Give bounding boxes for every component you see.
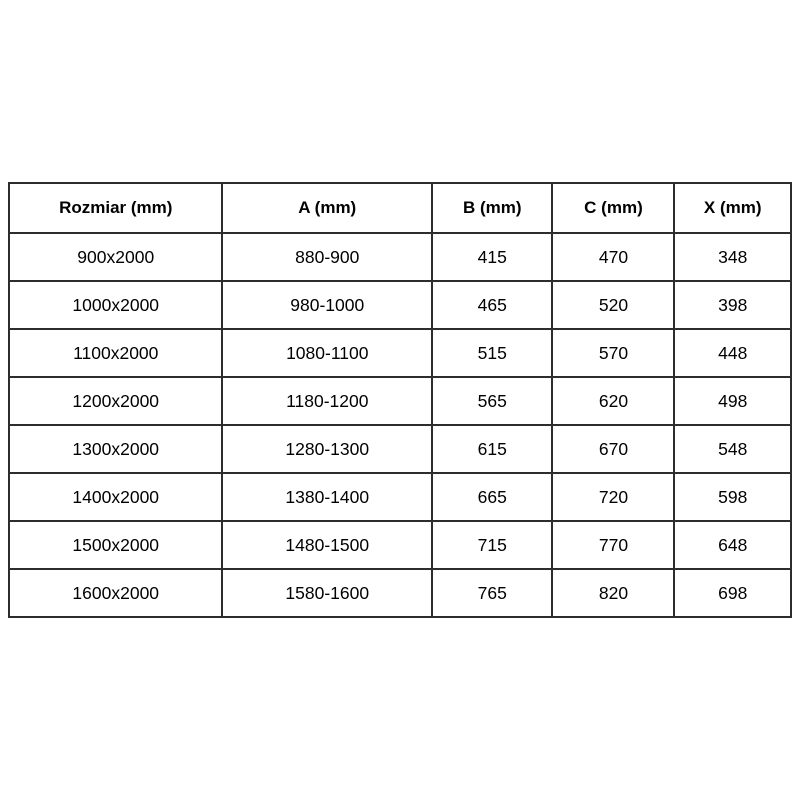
table-cell: 1600x2000 <box>7 568 224 618</box>
table-row: 1300x2000 1280-1300 615 670 548 <box>7 424 792 474</box>
table-row: 1200x2000 1180-1200 565 620 498 <box>7 376 792 426</box>
table-cell: 1480-1500 <box>221 520 434 570</box>
table-cell: 715 <box>431 520 554 570</box>
table-cell: 665 <box>431 472 554 522</box>
table-cell: 820 <box>551 568 676 618</box>
table-cell: 1180-1200 <box>221 376 434 426</box>
table-cell: 1580-1600 <box>221 568 434 618</box>
table-cell: 980-1000 <box>221 280 434 330</box>
table-row: 1600x2000 1580-1600 765 820 698 <box>7 568 792 618</box>
table-cell: 348 <box>673 232 792 282</box>
table-row: 1500x2000 1480-1500 715 770 648 <box>7 520 792 570</box>
size-dimensions-table: Rozmiar (mm) A (mm) B (mm) C (mm) X (mm) 900… <box>7 182 792 618</box>
column-header: A (mm) <box>221 182 434 234</box>
table-cell: 720 <box>551 472 676 522</box>
table-cell: 1400x2000 <box>7 472 224 522</box>
table-cell: 565 <box>431 376 554 426</box>
table-row: 900x2000 880-900 415 470 348 <box>7 232 792 282</box>
table-cell: 598 <box>673 472 792 522</box>
table-cell: 900x2000 <box>7 232 224 282</box>
table-cell: 465 <box>431 280 554 330</box>
table-header-row: Rozmiar (mm) A (mm) B (mm) C (mm) X (mm) <box>7 182 792 234</box>
table-cell: 770 <box>551 520 676 570</box>
column-header: Rozmiar (mm) <box>7 182 224 234</box>
column-header: X (mm) <box>673 182 792 234</box>
table-row: 1400x2000 1380-1400 665 720 598 <box>7 472 792 522</box>
table-cell: 1380-1400 <box>221 472 434 522</box>
column-header: B (mm) <box>431 182 554 234</box>
table-cell: 548 <box>673 424 792 474</box>
table-cell: 520 <box>551 280 676 330</box>
table-row: 1000x2000 980-1000 465 520 398 <box>7 280 792 330</box>
table-row: 1100x2000 1080-1100 515 570 448 <box>7 328 792 378</box>
table-cell: 1300x2000 <box>7 424 224 474</box>
table-body: 900x2000 880-900 415 470 348 1000x2000 980-100… <box>7 232 792 618</box>
column-header: C (mm) <box>551 182 676 234</box>
table-cell: 415 <box>431 232 554 282</box>
table-cell: 670 <box>551 424 676 474</box>
table-cell: 765 <box>431 568 554 618</box>
table-cell: 620 <box>551 376 676 426</box>
table-row: Rozmiar (mm) A (mm) B (mm) C (mm) X (mm) <box>7 182 792 234</box>
table-cell: 1100x2000 <box>7 328 224 378</box>
table-cell: 698 <box>673 568 792 618</box>
table-cell: 1280-1300 <box>221 424 434 474</box>
table-cell: 648 <box>673 520 792 570</box>
table-cell: 1080-1100 <box>221 328 434 378</box>
table-cell: 570 <box>551 328 676 378</box>
table-cell: 1200x2000 <box>7 376 224 426</box>
table-cell: 1000x2000 <box>7 280 224 330</box>
table-cell: 1500x2000 <box>7 520 224 570</box>
table-cell: 515 <box>431 328 554 378</box>
table-cell: 398 <box>673 280 792 330</box>
table-cell: 470 <box>551 232 676 282</box>
table-cell: 498 <box>673 376 792 426</box>
table-cell: 880-900 <box>221 232 434 282</box>
table-cell: 448 <box>673 328 792 378</box>
table-cell: 615 <box>431 424 554 474</box>
